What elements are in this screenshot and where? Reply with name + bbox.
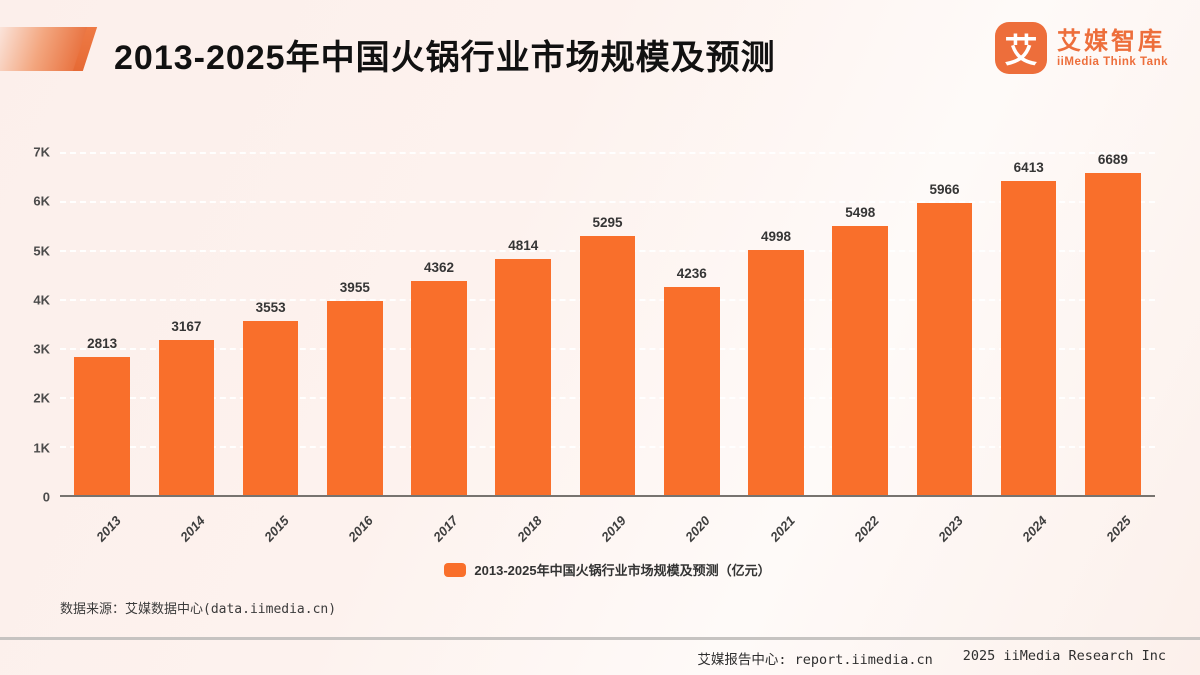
bar-2015 (242, 320, 299, 495)
bar-value-label: 3167 (171, 318, 202, 334)
x-axis-label: 2016 (345, 513, 377, 545)
x-axis-label: 2023 (935, 513, 966, 545)
x-axis-label-cell: 2023 (902, 504, 986, 552)
bar-column-2024: 6413 (987, 152, 1071, 495)
bar-2020 (663, 287, 720, 495)
y-tick-label: 5K (33, 243, 50, 259)
x-axis-label: 2018 (514, 513, 545, 545)
bar-column-2014: 3167 (144, 152, 228, 495)
bar-column-2018: 4814 (481, 152, 565, 495)
x-axis-label-cell: 2019 (565, 504, 649, 552)
plot-area: 2813 3167 3553 3955 4362 4814 5295 4236 4998 5498… (60, 152, 1155, 497)
x-axis-label: 2015 (261, 513, 293, 545)
logo-name-cn: 艾媒智库 (1056, 28, 1165, 56)
y-axis-ticks: 0 1K 2K 3K 4K 5K 6K 7K (10, 145, 50, 505)
bar-value-label: 3955 (339, 280, 370, 296)
bar-value-label: 4236 (676, 266, 707, 282)
bar-column-2017: 4362 (397, 152, 481, 495)
bar-column-2013: 2813 (60, 152, 144, 495)
x-axis-label: 2021 (766, 513, 798, 545)
x-axis-label: 2019 (598, 513, 629, 545)
bar-2021 (748, 250, 804, 495)
bar-column-2019: 5295 (565, 152, 649, 495)
bar-2016 (327, 301, 383, 495)
x-axis-label: 2014 (177, 513, 208, 545)
bar-2022 (832, 225, 889, 495)
bar-column-2015: 3553 (228, 152, 312, 495)
gridline (60, 201, 1155, 203)
bar-value-label: 6689 (1097, 152, 1128, 167)
y-tick-label: 6K (33, 193, 50, 209)
bar-column-2025: 6689 (1071, 152, 1155, 495)
bar-value-label: 4362 (424, 260, 455, 276)
y-tick-label: 0 (42, 489, 50, 505)
legend-label: 2013-2025年中国火锅行业市场规模及预测（亿元） (474, 563, 771, 578)
bar-2018 (495, 259, 552, 495)
data-source-note: 数据来源：艾媒数据中心(data.iimedia.cn) (60, 602, 337, 617)
bar-column-2021: 4998 (734, 152, 818, 495)
x-axis-label: 2020 (682, 513, 714, 545)
gridline (60, 152, 1155, 154)
y-tick-label: 2K (33, 390, 50, 406)
x-axis-label: 2025 (1103, 513, 1135, 545)
bar-column-2022: 5498 (818, 152, 902, 495)
x-axis-label-cell: 2020 (650, 504, 734, 552)
x-axis-label-cell: 2021 (734, 504, 818, 552)
x-axis-label-cell: 2015 (228, 504, 312, 552)
y-tick-label: 3K (33, 341, 50, 357)
bar-column-2020: 4236 (650, 152, 734, 495)
iimedia-logo-icon: 艾 (994, 22, 1047, 74)
bar-value-label: 3553 (255, 299, 286, 315)
bar-2023 (916, 202, 973, 495)
legend-swatch (444, 562, 467, 577)
report-center-text: 艾媒报告中心: report.iimedia.cn (697, 652, 933, 668)
x-axis-label-cell: 2018 (481, 504, 565, 552)
bar-value-label: 4998 (760, 229, 792, 245)
x-axis-label-cell: 2022 (818, 504, 902, 552)
bar-column-2016: 3955 (313, 152, 397, 495)
y-tick-label: 7K (33, 144, 50, 160)
bar-value-label: 5295 (592, 214, 623, 230)
logo-text: 艾媒智库 iiMedia Think Tank (1057, 28, 1168, 68)
bar-2019 (579, 235, 636, 495)
copyright-text: 2025 iiMedia Research Inc (962, 648, 1166, 664)
bar-2017 (411, 281, 467, 495)
bar-2013 (74, 357, 130, 495)
logo: 艾 艾媒智库 iiMedia Think Tank (994, 22, 1168, 74)
x-axis-label-cell: 2013 (60, 504, 144, 552)
x-axis-label: 2022 (850, 513, 882, 545)
bar-chart: 0 1K 2K 3K 4K 5K 6K 7K 2813 3167 3553 3955 4362 4814… (33, 145, 1155, 544)
bar-value-label: 5966 (929, 181, 960, 197)
x-axis-label: 2017 (429, 513, 461, 545)
y-tick-label: 4K (33, 292, 50, 308)
bars: 2813 3167 3553 3955 4362 4814 5295 4236 4998 5498… (60, 152, 1155, 495)
x-axis-label-cell: 2016 (313, 504, 397, 552)
x-axis-label-cell: 2014 (144, 504, 228, 552)
bar-2025 (1085, 173, 1141, 495)
x-axis-label-cell: 2017 (397, 504, 481, 552)
footer-divider (0, 637, 1200, 640)
x-axis-labels: 2013 2014 2015 2016 2017 2018 2019 2020 2021 2022… (60, 504, 1155, 552)
bar-value-label: 2813 (87, 336, 118, 352)
bar-value-label: 6413 (1013, 159, 1044, 175)
bar-column-2023: 5966 (902, 152, 986, 495)
x-axis-label-cell: 2024 (987, 504, 1071, 552)
bar-value-label: 5498 (845, 204, 876, 220)
x-axis-label: 2013 (92, 513, 124, 545)
x-axis-label: 2024 (1019, 513, 1051, 545)
page-title: 2013-2025年中国火锅行业市场规模及预测 (114, 39, 776, 77)
bar-value-label: 4814 (508, 238, 539, 254)
footer: 艾媒报告中心: report.iimedia.cn 2025 iiMedia R… (697, 648, 1166, 668)
x-axis-label-cell: 2025 (1071, 504, 1155, 552)
bar-2024 (1000, 180, 1057, 495)
logo-name-en: iiMedia Think Tank (1056, 55, 1168, 68)
y-tick-label: 1K (33, 440, 50, 456)
bar-2014 (158, 339, 215, 495)
logo-icon-glyph: 艾 (1004, 32, 1038, 69)
legend: 2013-2025年中国火锅行业市场规模及预测（亿元） (60, 560, 1155, 579)
